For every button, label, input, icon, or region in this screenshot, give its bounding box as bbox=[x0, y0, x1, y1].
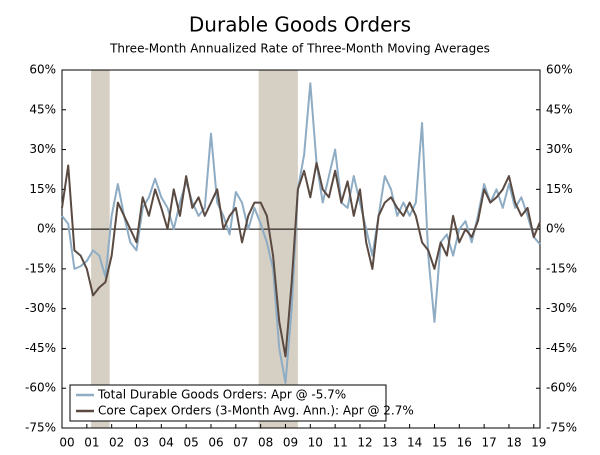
y-tick-label: 30% bbox=[29, 142, 56, 156]
y2-tick-label: 0% bbox=[546, 222, 565, 236]
recession-band bbox=[91, 70, 110, 428]
y2-tick-label: 15% bbox=[546, 182, 573, 196]
x-tick-label: 13 bbox=[382, 436, 397, 450]
x-tick-label: 02 bbox=[109, 436, 124, 450]
recession-band bbox=[258, 70, 298, 428]
legend-label: Core Capex Orders (3-Month Avg. Ann.): A… bbox=[98, 404, 414, 418]
y-tick-label: -75% bbox=[25, 421, 56, 435]
x-tick-label: 10 bbox=[308, 436, 323, 450]
x-tick-label: 16 bbox=[457, 436, 472, 450]
y2-tick-label: -60% bbox=[546, 381, 577, 395]
plot-frame bbox=[61, 69, 541, 429]
y-tick-label: 15% bbox=[29, 182, 56, 196]
x-tick-label: 01 bbox=[84, 436, 99, 450]
x-tick-label: 07 bbox=[233, 436, 248, 450]
legend-box bbox=[69, 384, 387, 422]
x-tick-label: 03 bbox=[134, 436, 149, 450]
x-tick-label: 18 bbox=[506, 436, 521, 450]
x-tick-label: 06 bbox=[208, 436, 223, 450]
x-tick-label: 05 bbox=[184, 436, 199, 450]
y2-tick-label: 60% bbox=[546, 63, 573, 77]
legend-label: Total Durable Goods Orders: Apr @ -5.7% bbox=[97, 388, 346, 402]
x-tick-label: 04 bbox=[159, 436, 174, 450]
chart-title: Durable Goods Orders bbox=[189, 13, 411, 37]
y-tick-label: -30% bbox=[25, 301, 56, 315]
y-tick-label: 60% bbox=[29, 63, 56, 77]
y2-tick-label: -75% bbox=[546, 421, 577, 435]
y2-tick-label: 45% bbox=[546, 102, 573, 116]
y2-tick-label: 30% bbox=[546, 142, 573, 156]
y-tick-label: -60% bbox=[25, 381, 56, 395]
x-tick-label: 09 bbox=[283, 436, 298, 450]
y-tick-label: 0% bbox=[37, 222, 56, 236]
series-line bbox=[61, 161, 541, 358]
x-tick-label: 00 bbox=[59, 436, 74, 450]
y2-tick-label: -15% bbox=[546, 261, 577, 275]
x-tick-label: 11 bbox=[333, 436, 348, 450]
x-tick-label: 19 bbox=[531, 436, 546, 450]
y-tick-label: 45% bbox=[29, 102, 56, 116]
chart-subtitle: Three-Month Annualized Rate of Three-Mon… bbox=[109, 42, 490, 56]
x-tick-label: 12 bbox=[357, 436, 372, 450]
series-line bbox=[61, 82, 541, 384]
y2-tick-label: -30% bbox=[546, 301, 577, 315]
y-tick-label: -15% bbox=[25, 261, 56, 275]
x-tick-label: 15 bbox=[432, 436, 447, 450]
y-tick-label: -45% bbox=[25, 341, 56, 355]
y2-tick-label: -45% bbox=[546, 341, 577, 355]
x-tick-label: 14 bbox=[407, 436, 422, 450]
x-tick-label: 17 bbox=[481, 436, 496, 450]
x-tick-label: 08 bbox=[258, 436, 273, 450]
